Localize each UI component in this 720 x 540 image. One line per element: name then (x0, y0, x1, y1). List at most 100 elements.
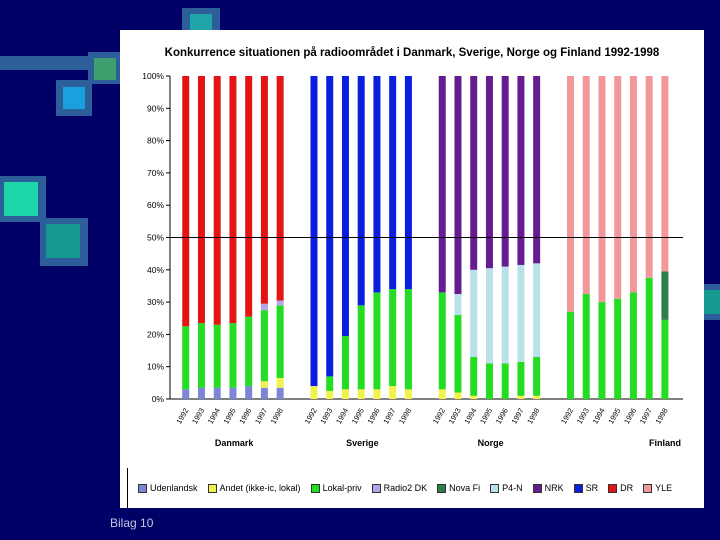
bar-segment (326, 390, 334, 399)
bar-segment (357, 305, 365, 390)
bar-segment (310, 76, 318, 387)
bar-segment (566, 76, 574, 312)
y-tick-label: 30% (147, 297, 164, 307)
bar-segment (517, 76, 525, 265)
legend-label: DR (620, 483, 634, 493)
x-tick-label: 1997 (253, 407, 269, 426)
bar-segment (326, 376, 334, 391)
bar-segment (533, 395, 541, 399)
bar-segment (661, 319, 669, 399)
footer-label: Bilag 10 (110, 516, 154, 530)
legend-swatch (310, 483, 320, 493)
bar-segment (533, 357, 541, 396)
legend-label: NRK (544, 483, 564, 493)
legend-label: Lokal-priv (322, 483, 362, 493)
legend-item: Udenlandsk (138, 483, 198, 493)
bar-segment (485, 76, 493, 269)
bar-segment (229, 387, 237, 399)
bar-segment (454, 392, 462, 399)
bar-segment (182, 76, 190, 327)
group-label: Danmark (215, 438, 255, 448)
legend-label: Andet (ikke-ic, lokal) (219, 483, 301, 493)
group-label: Finland (649, 438, 681, 448)
bar-segment (197, 76, 205, 324)
bar-segment (533, 263, 541, 358)
bar-segment (533, 76, 541, 264)
x-tick-label: 1994 (462, 407, 478, 426)
chart-card: Konkurrence situationen på radioområdet … (120, 30, 704, 508)
bar-segment (245, 386, 253, 399)
bar-segment (245, 316, 253, 387)
legend-swatch (573, 483, 583, 493)
legend-item: Nova Fi (437, 483, 480, 493)
bar-segment (260, 387, 268, 399)
legend-swatch (138, 483, 147, 493)
bar-segment (661, 76, 669, 272)
decor-square (94, 58, 116, 80)
bar-segment (326, 76, 334, 377)
bar-segment (197, 323, 205, 388)
y-tick-label: 60% (147, 200, 164, 210)
bar-segment (645, 76, 653, 278)
decor-square (4, 182, 38, 216)
bar-segment (501, 266, 509, 364)
x-tick-label: 1993 (318, 407, 334, 426)
legend-label: YLE (655, 483, 673, 493)
bar-segment (389, 289, 397, 387)
bar-segment (182, 326, 190, 390)
legend-swatch (608, 483, 618, 493)
bar-segment (373, 389, 381, 399)
x-tick-label: 1993 (447, 407, 463, 426)
bar-segment (213, 387, 221, 399)
bar-segment (629, 292, 637, 399)
chart-title: Konkurrence situationen på radioområdet … (164, 47, 660, 59)
bar-segment (438, 292, 446, 390)
bar-segment (276, 76, 284, 301)
y-tick-label: 0% (152, 394, 165, 404)
x-tick-label: 1996 (237, 407, 253, 426)
bar-segment (276, 305, 284, 379)
y-tick-label: 20% (147, 329, 164, 339)
legend-item: Andet (ikke-ic, lokal) (207, 483, 301, 493)
bar-segment (470, 395, 478, 399)
bar-segment (501, 76, 509, 267)
bar-segment (566, 311, 574, 399)
bar-segment (582, 294, 590, 399)
bar-segment (357, 76, 365, 306)
bar-segment (213, 324, 221, 388)
legend-item: YLE (643, 483, 672, 493)
legend-item: Radio2 DK (371, 483, 428, 493)
x-tick-label: 1995 (222, 407, 238, 426)
legend-swatch (371, 483, 381, 493)
x-tick-label: 1998 (397, 407, 413, 426)
x-tick-label: 1996 (622, 407, 638, 426)
legend-label: Radio2 DK (383, 483, 428, 493)
x-tick-label: 1994 (591, 407, 607, 426)
bar-segment (182, 389, 190, 399)
x-tick-label: 1998 (269, 407, 285, 426)
bar-segment (260, 381, 268, 388)
x-tick-label: 1998 (653, 407, 669, 426)
x-tick-label: 1994 (334, 407, 350, 426)
y-tick-label: 90% (147, 103, 164, 113)
legend-item: Lokal-priv (310, 483, 362, 493)
bar-segment (517, 395, 525, 399)
x-tick-label: 1992 (174, 407, 190, 426)
bar-segment (341, 389, 349, 399)
bar-segment (276, 300, 284, 306)
bar-segment (501, 363, 509, 399)
x-tick-label: 1995 (606, 407, 622, 426)
x-tick-label: 1992 (559, 407, 575, 426)
legend-label: Udenlandsk (150, 483, 198, 493)
bar-segment (485, 268, 493, 364)
y-tick-label: 100% (142, 71, 164, 81)
bar-segment (357, 389, 365, 399)
bar-segment (260, 310, 268, 382)
bar-segment (470, 357, 478, 396)
bar-segment (645, 277, 653, 399)
group-label: Norge (478, 438, 504, 448)
legend-item: P4-N (490, 483, 523, 493)
x-tick-label: 1998 (525, 407, 541, 426)
x-tick-label: 1996 (494, 407, 510, 426)
legend-swatch (490, 483, 500, 493)
